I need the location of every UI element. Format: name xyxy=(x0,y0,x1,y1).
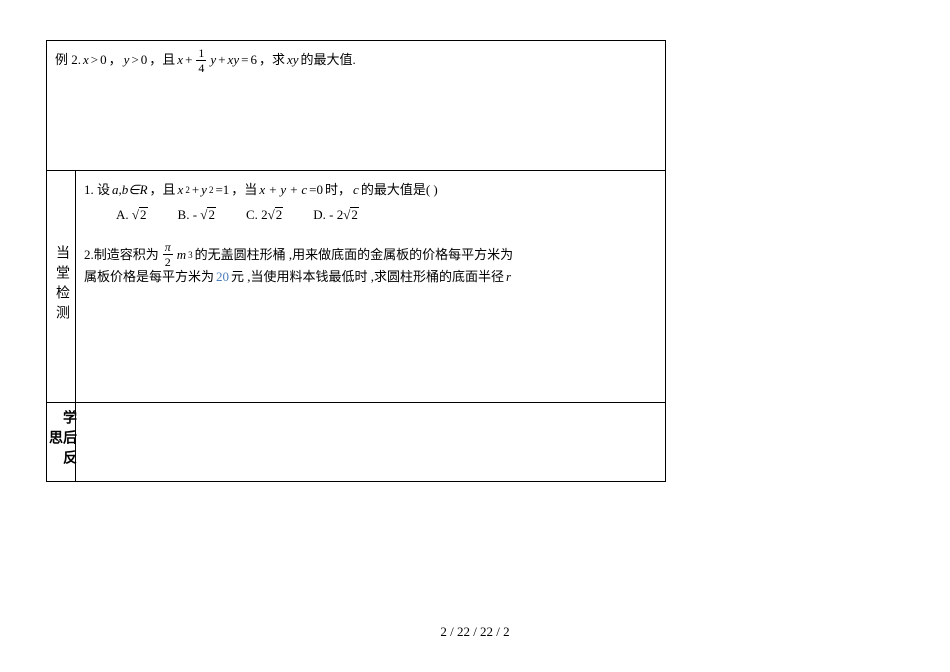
q2-block: 2.制造容积为 π 2 m3 的无盖圆柱形桶 ,用来做底面的金属板的价格每平方米… xyxy=(84,241,657,286)
cond1-rhs: 0 xyxy=(100,51,107,69)
example-prefix: 例 2. xyxy=(55,51,81,69)
q2-m: m xyxy=(177,246,186,264)
example-cell: 例 2. x > 0 ， y > 0 ，且 x + 1 4 y + xy = 6 xyxy=(47,41,666,171)
cond2-op: > xyxy=(131,51,138,69)
tail-comma: ，求 xyxy=(259,51,285,69)
sqrt-icon: √ xyxy=(268,207,275,222)
q1-comma-and: ，且 xyxy=(150,181,176,199)
optC-val: 2 xyxy=(275,207,284,221)
q1-xyc: x + y + c xyxy=(259,181,307,199)
q2-line1-rest: 的无盖圆柱形桶 ,用来做底面的金属板的价格每平方米为 xyxy=(195,246,514,264)
sqrt-icon: √ xyxy=(200,207,207,222)
optA: A. √2 xyxy=(116,207,148,223)
q2-r: r xyxy=(506,268,511,286)
q1-prefix: 1. 设 xyxy=(84,181,110,199)
row3-label: 学后反思 xyxy=(47,403,75,477)
optD: D. - 2√2 xyxy=(313,207,359,223)
optB: B. - √2 xyxy=(178,207,216,223)
q2-twenty: 20 xyxy=(216,268,229,286)
optD-neg: - xyxy=(329,207,333,222)
pi-num: π xyxy=(163,241,173,255)
q1-eq1: =1 xyxy=(215,181,229,199)
expr-xy: xy xyxy=(228,51,240,69)
fraction-1-4: 1 4 xyxy=(196,47,206,74)
row2-content-cell: 1. 设 a,b∈R ，且 x2 + y2 =1 ，当 x + y + c =0… xyxy=(76,171,666,403)
cond1-op: > xyxy=(91,51,98,69)
optC-label: C. xyxy=(246,207,258,222)
q2-line2-b: 元 ,当使用料本钱最低时 ,求圆柱形桶的底面半径 xyxy=(231,268,504,286)
fraction-pi-2: π 2 xyxy=(163,241,173,268)
worksheet-table: 例 2. x > 0 ， y > 0 ，且 x + 1 4 y + xy = 6 xyxy=(46,40,666,482)
q1-abR: a,b∈R xyxy=(112,181,148,199)
q2-line2: 属板价格是每平方米为 20 元 ,当使用料本钱最低时 ,求圆柱形桶的底面半径 r xyxy=(84,268,657,286)
cond2-lhs: y xyxy=(124,51,130,69)
q1-options: A. √2 B. - √2 C. 2√2 D. - 2√2 xyxy=(116,207,657,223)
example-line: 例 2. x > 0 ， y > 0 ，且 x + 1 4 y + xy = 6 xyxy=(55,47,657,74)
tail-xy: xy xyxy=(287,51,299,69)
q1-x: x xyxy=(178,181,184,199)
q1-when: ，当 xyxy=(231,181,257,199)
optC: C. 2√2 xyxy=(246,207,283,223)
expr-plus1: + xyxy=(185,51,192,69)
frac-num: 1 xyxy=(196,47,206,61)
q1-y: y xyxy=(201,181,207,199)
sqrt-icon: √ xyxy=(343,207,350,222)
expr-plus2: + xyxy=(218,51,225,69)
q2-line2-a: 属板价格是每平方米为 xyxy=(84,268,214,286)
q1-rest: 的最大值是( ) xyxy=(361,181,438,199)
q2-line1: 2.制造容积为 π 2 m3 的无盖圆柱形桶 ,用来做底面的金属板的价格每平方米… xyxy=(84,241,657,268)
optB-neg: - xyxy=(193,207,197,222)
q1-c: c xyxy=(353,181,359,199)
cond1-lhs: x xyxy=(83,51,89,69)
q1-when2: 时， xyxy=(325,181,351,199)
expr-6: 6 xyxy=(250,51,257,69)
q2-prefix: 2.制造容积为 xyxy=(84,246,159,264)
expr-x: x xyxy=(177,51,183,69)
optD-label: D. xyxy=(313,207,326,222)
q1-eq0: =0 xyxy=(309,181,323,199)
q1-plus: + xyxy=(192,181,199,199)
and-text: ，且 xyxy=(149,51,175,69)
row3-content-cell xyxy=(76,403,666,482)
expr-y: y xyxy=(210,51,216,69)
optA-val: 2 xyxy=(139,207,148,221)
pi-den: 2 xyxy=(165,255,171,268)
optB-val: 2 xyxy=(207,207,216,221)
row2-label-cell: 当堂检测 xyxy=(47,171,76,403)
expr-eq: = xyxy=(241,51,248,69)
q1-line: 1. 设 a,b∈R ，且 x2 + y2 =1 ，当 x + y + c =0… xyxy=(84,181,657,199)
optD-val: 2 xyxy=(350,207,359,221)
row2-label: 当堂检测 xyxy=(54,239,68,331)
optB-label: B. xyxy=(178,207,190,222)
row3-label-cell: 学后反思 xyxy=(47,403,76,482)
tail-rest: 的最大值. xyxy=(301,51,356,69)
sep1: ， xyxy=(109,51,122,69)
page-footer: 2 / 22 / 22 / 2 xyxy=(0,624,950,640)
optA-label: A. xyxy=(116,207,129,222)
sqrt-icon: √ xyxy=(132,207,139,222)
frac-den: 4 xyxy=(198,61,204,74)
cond2-rhs: 0 xyxy=(141,51,148,69)
